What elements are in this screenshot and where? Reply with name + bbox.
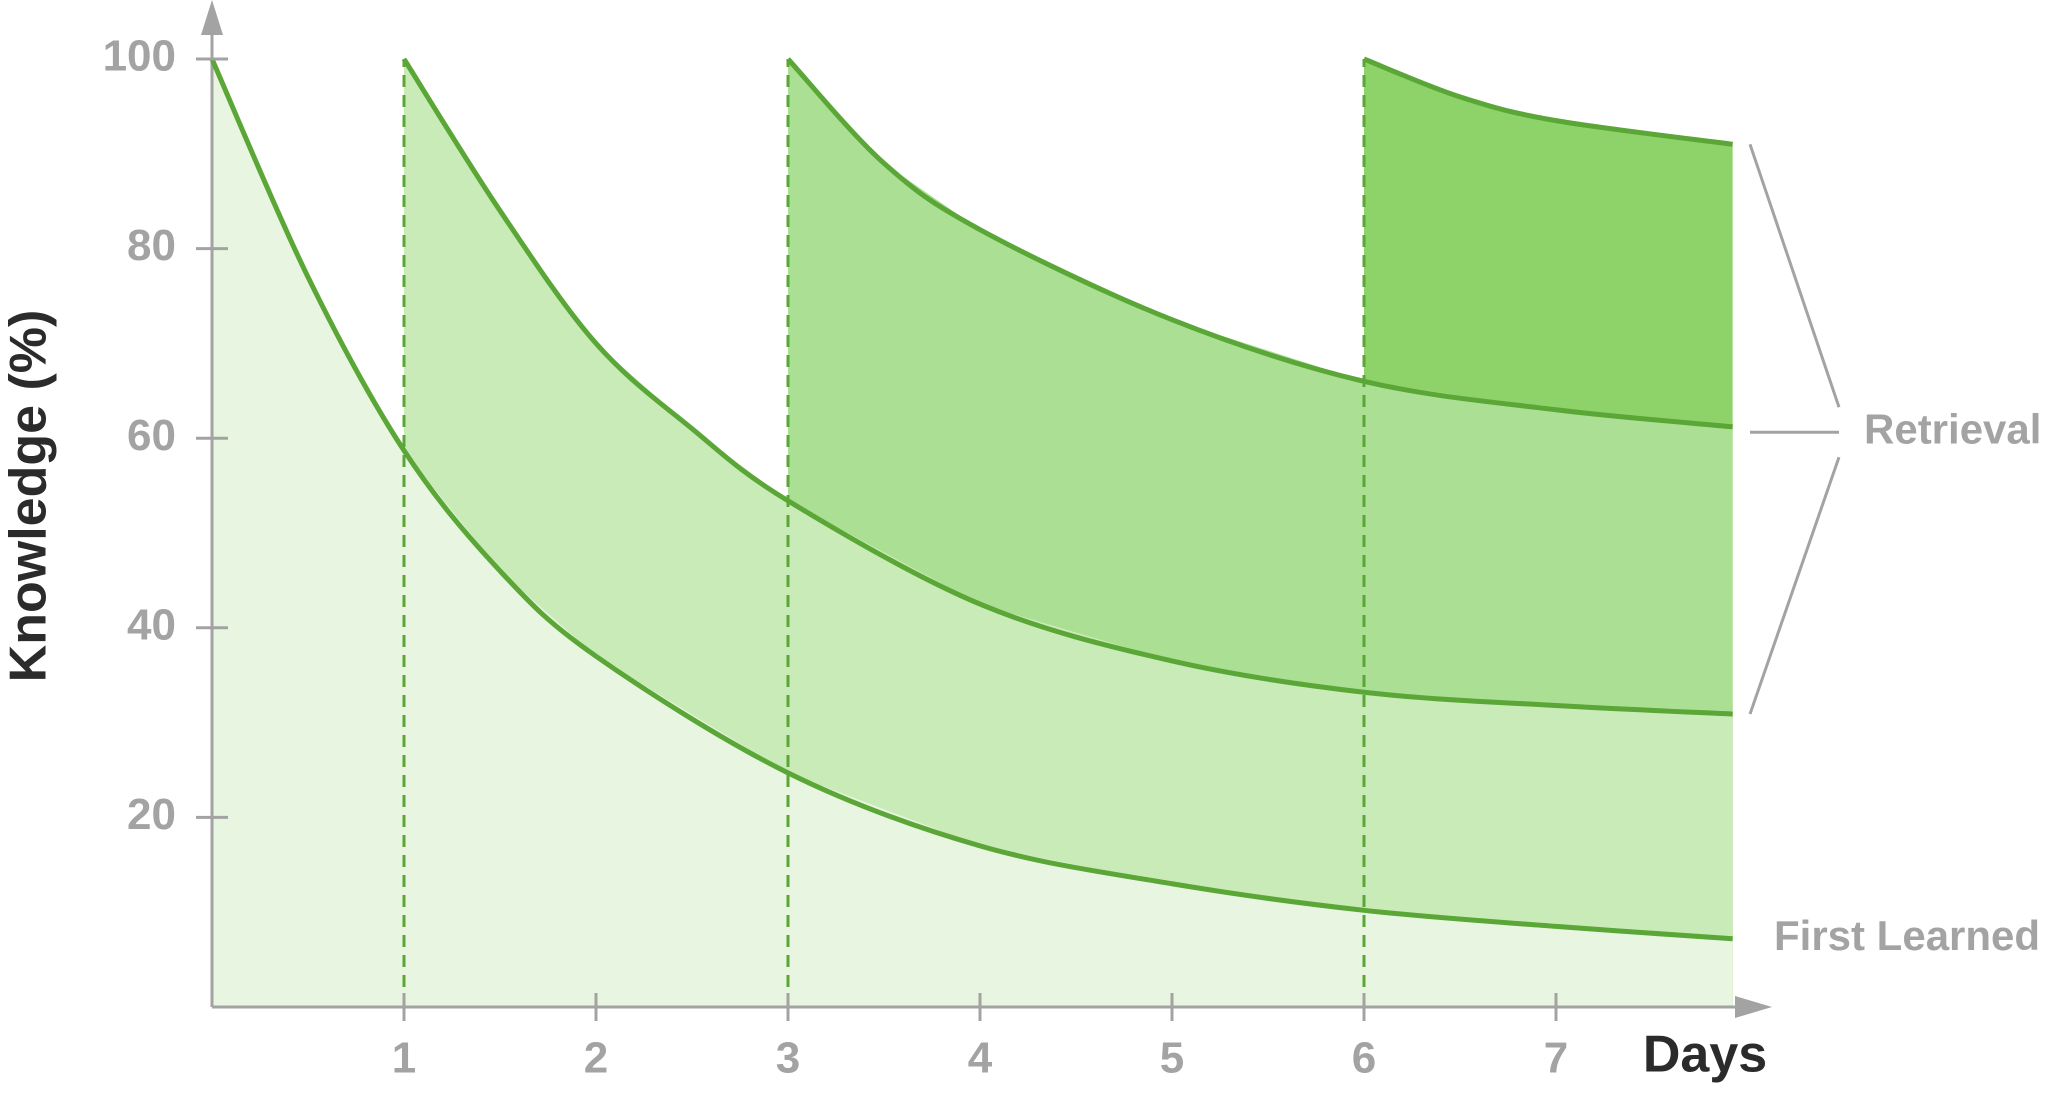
x-tick-label: 6 (1352, 1034, 1376, 1083)
bracket (1748, 456, 1841, 715)
y-tick-label: 80 (127, 221, 176, 270)
x-tick-label: 3 (776, 1034, 800, 1083)
curve (401, 57, 1733, 717)
x-axis-title: Days (1643, 1026, 1767, 1084)
y-tick-label: 20 (127, 790, 176, 839)
retrieval-annotation: Retrieval (1864, 405, 2041, 452)
curve (209, 57, 1733, 942)
x-axis-arrow (1735, 996, 1772, 1018)
bracket (1748, 143, 1841, 408)
x-tick-label: 7 (1544, 1034, 1568, 1083)
series-label: First Learned (1774, 912, 2040, 959)
y-axis-arrow (201, 0, 223, 35)
curve (786, 57, 1733, 430)
x-tick-label: 5 (1160, 1034, 1184, 1083)
y-tick-label: 100 (103, 32, 176, 81)
y-axis-title: Knowledge (%) (0, 310, 58, 683)
y-tick-label: 40 (127, 600, 176, 649)
x-tick-label: 2 (584, 1034, 608, 1083)
x-tick-label: 4 (968, 1034, 993, 1083)
x-tick-label: 1 (392, 1034, 416, 1083)
y-tick-label: 60 (127, 411, 176, 460)
curve (1363, 56, 1733, 147)
area (212, 59, 1733, 1007)
